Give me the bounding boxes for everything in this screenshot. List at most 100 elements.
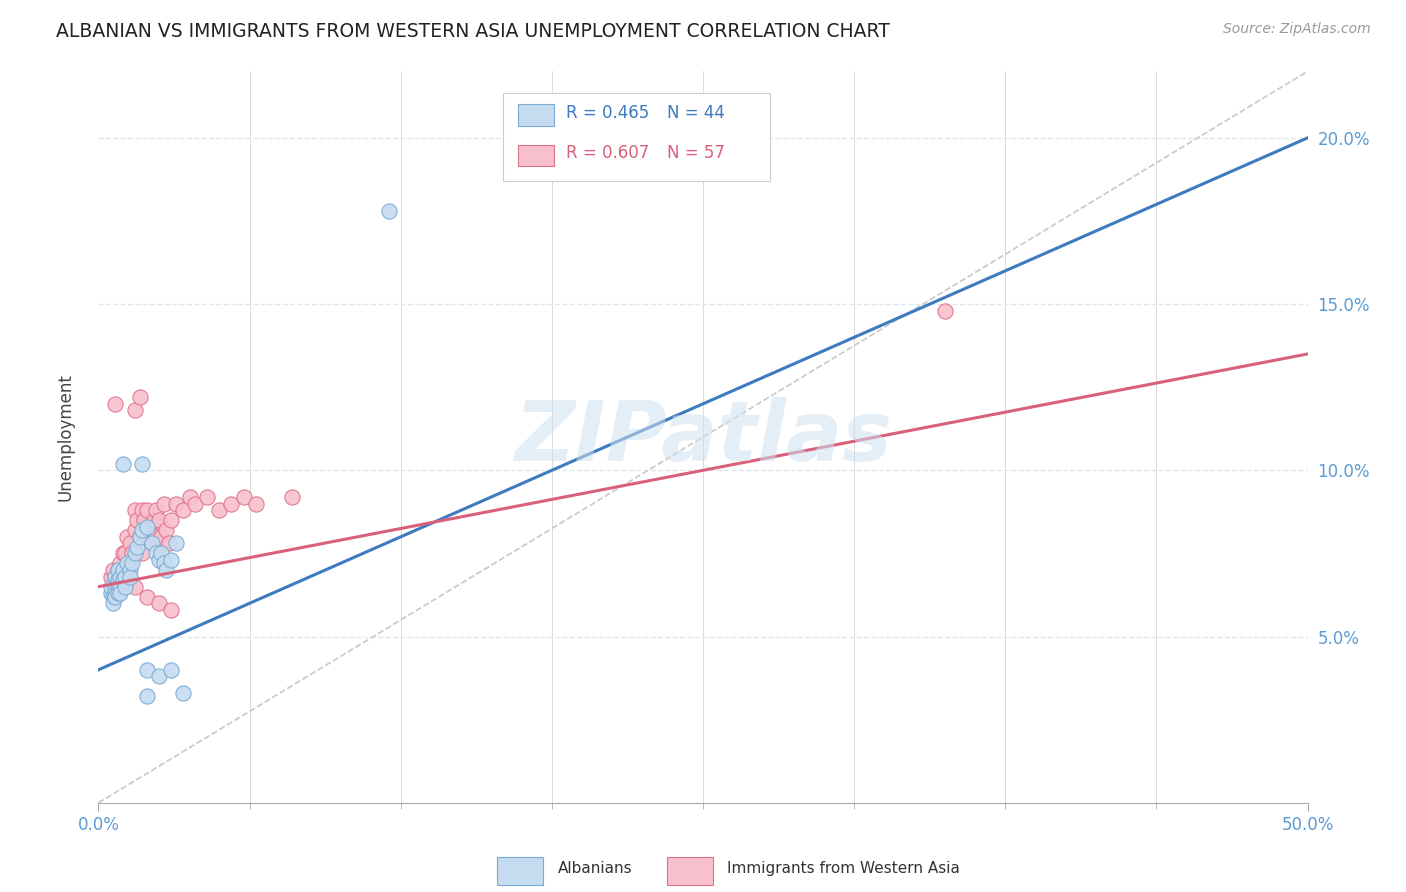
Point <box>135 520 157 534</box>
Point <box>135 590 157 604</box>
Point <box>377 204 399 219</box>
Point <box>135 663 157 677</box>
Point <box>108 557 131 571</box>
Y-axis label: Unemployment: Unemployment <box>56 373 75 501</box>
Point <box>117 557 139 571</box>
Point <box>100 570 122 584</box>
Point <box>141 536 163 550</box>
Point <box>165 536 187 550</box>
Point <box>111 457 134 471</box>
Point <box>114 546 136 560</box>
Point <box>127 513 149 527</box>
Point <box>138 523 160 537</box>
Point <box>127 540 149 554</box>
Point <box>143 513 166 527</box>
FancyBboxPatch shape <box>517 104 554 127</box>
Point <box>245 497 267 511</box>
Point <box>108 580 131 594</box>
Point <box>134 513 156 527</box>
Text: ALBANIAN VS IMMIGRANTS FROM WESTERN ASIA UNEMPLOYMENT CORRELATION CHART: ALBANIAN VS IMMIGRANTS FROM WESTERN ASIA… <box>56 22 890 41</box>
Point <box>145 546 167 560</box>
Point <box>155 563 177 577</box>
Point <box>104 586 127 600</box>
Point <box>165 497 187 511</box>
Point <box>114 570 136 584</box>
Point <box>100 586 122 600</box>
Point <box>172 686 194 700</box>
Point <box>195 490 218 504</box>
Point <box>108 570 131 584</box>
Point <box>101 596 124 610</box>
Point <box>111 563 134 577</box>
Point <box>108 580 131 594</box>
Point <box>111 573 134 587</box>
FancyBboxPatch shape <box>503 94 769 181</box>
Point <box>148 669 170 683</box>
Text: N = 44: N = 44 <box>666 104 724 122</box>
Point <box>107 580 129 594</box>
Point <box>128 390 150 404</box>
Point <box>121 557 143 571</box>
Text: R = 0.607: R = 0.607 <box>567 145 650 162</box>
Point <box>124 403 146 417</box>
Text: R = 0.465: R = 0.465 <box>567 104 650 122</box>
Point <box>179 490 201 504</box>
Point <box>148 553 170 567</box>
Point <box>128 530 150 544</box>
Point <box>104 580 127 594</box>
Point <box>117 530 139 544</box>
Point <box>107 586 129 600</box>
Point <box>208 503 231 517</box>
Point <box>135 503 157 517</box>
Point <box>104 590 127 604</box>
Point <box>107 563 129 577</box>
Text: Source: ZipAtlas.com: Source: ZipAtlas.com <box>1223 22 1371 37</box>
Point <box>101 563 124 577</box>
Point <box>124 546 146 560</box>
Point <box>221 497 243 511</box>
Point <box>104 397 127 411</box>
Point <box>148 596 170 610</box>
Point <box>160 663 183 677</box>
Point <box>131 503 153 517</box>
Point <box>152 497 174 511</box>
Point <box>160 603 183 617</box>
Point <box>108 570 131 584</box>
Point <box>111 563 134 577</box>
FancyBboxPatch shape <box>498 857 543 885</box>
Point <box>101 580 124 594</box>
Point <box>131 457 153 471</box>
Point <box>131 546 153 560</box>
Text: Immigrants from Western Asia: Immigrants from Western Asia <box>727 861 960 876</box>
Point <box>145 503 167 517</box>
Point <box>160 513 183 527</box>
Point <box>184 497 207 511</box>
Point <box>131 523 153 537</box>
Point <box>121 546 143 560</box>
Point <box>155 523 177 537</box>
Point <box>150 530 173 544</box>
Point <box>152 557 174 571</box>
Point <box>114 580 136 594</box>
Point <box>232 490 254 504</box>
Point <box>124 580 146 594</box>
Point <box>145 530 167 544</box>
Point <box>100 580 122 594</box>
Point <box>107 580 129 594</box>
Point <box>124 503 146 517</box>
Point <box>104 586 127 600</box>
Point <box>141 536 163 550</box>
Point <box>118 536 141 550</box>
Point <box>104 570 127 584</box>
Point <box>111 546 134 560</box>
Point <box>934 303 956 318</box>
Text: Albanians: Albanians <box>558 861 633 876</box>
Point <box>148 513 170 527</box>
Point <box>118 570 141 584</box>
Point <box>128 530 150 544</box>
Point <box>101 590 124 604</box>
Text: ZIPatlas: ZIPatlas <box>515 397 891 477</box>
Point <box>104 570 127 584</box>
FancyBboxPatch shape <box>666 857 713 885</box>
Point <box>108 586 131 600</box>
